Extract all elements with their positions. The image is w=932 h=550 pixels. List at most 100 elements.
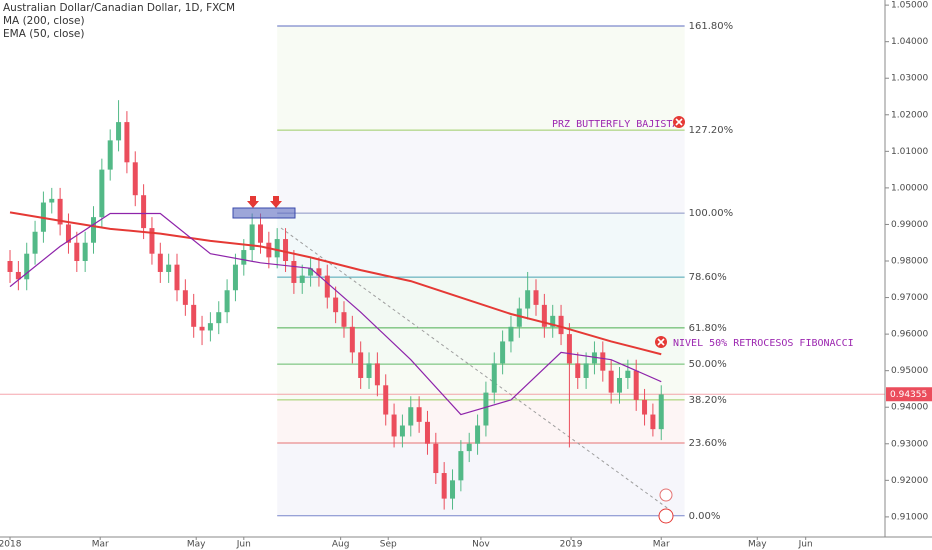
- candle-body: [617, 377, 622, 393]
- candle-body: [399, 425, 405, 437]
- fib-band: [277, 443, 685, 516]
- fibonacci: 161.80% 127.20% 100.00% 78.60% 61.80% 50.00% 3…: [277, 21, 733, 522]
- x-tick-label: Aug: [332, 540, 350, 550]
- candle-body: [424, 421, 430, 444]
- candle-body: [358, 352, 364, 378]
- candle-body: [575, 363, 581, 378]
- fib-label: 161.80%: [689, 21, 734, 32]
- last-price-label: 0.94355: [890, 390, 927, 400]
- trend-line: [280, 227, 671, 511]
- candle-body: [441, 473, 447, 499]
- candle-body: [232, 264, 238, 291]
- candle-body: [174, 264, 180, 291]
- candle-body: [82, 242, 88, 262]
- candle-body: [333, 297, 339, 313]
- chart-title: Australian Dollar/Canadian Dollar, 1D, F…: [3, 2, 235, 14]
- candle-body: [65, 224, 71, 243]
- fib-label: 78.60%: [689, 272, 727, 283]
- candle-body: [191, 304, 197, 327]
- indicator-line: [9, 211, 662, 356]
- candle-body: [558, 315, 564, 335]
- y-tick-label: 0.92000: [891, 476, 928, 486]
- x-tick-label: May: [187, 540, 206, 550]
- y-tick-label: 0.98000: [891, 257, 928, 267]
- highlight-box: [232, 207, 296, 219]
- candle-body: [483, 392, 489, 426]
- candle-body: [141, 195, 147, 229]
- y-tick-label: 0.91000: [891, 512, 928, 522]
- candle-body: [283, 239, 289, 262]
- annotation: NIVEL 50% RETROCESOS FIBONACCI: [673, 338, 854, 349]
- y-tick-label: 0.99000: [891, 220, 928, 230]
- plot: [0, 100, 885, 510]
- indicator-label: EMA (50, close): [3, 28, 85, 40]
- candle-body: [241, 250, 247, 265]
- y-tick-label: 0.93000: [891, 439, 928, 449]
- x-tick-label: Jun: [798, 540, 813, 550]
- fib-label: 100.00%: [689, 208, 734, 219]
- indicator-label: MA (200, close): [3, 15, 85, 27]
- x-tick-label: Nov: [472, 540, 490, 550]
- fib-label: 23.60%: [689, 438, 727, 449]
- x-icon: [673, 116, 685, 128]
- candle-body: [216, 312, 222, 324]
- x-tick-label: 2019: [560, 540, 583, 550]
- candle-body: [308, 268, 314, 276]
- y-tick-label: 1.01000: [891, 147, 928, 157]
- candle-body: [116, 122, 122, 141]
- candle-body: [566, 334, 572, 364]
- candle-body: [91, 217, 97, 243]
- candle-body: [291, 261, 297, 283]
- candle-body: [583, 363, 589, 378]
- fib-label: 0.00%: [689, 511, 721, 522]
- candle-body: [508, 326, 514, 342]
- fib-band: [277, 277, 685, 328]
- candle-body: [107, 140, 113, 170]
- candle-body: [650, 414, 656, 430]
- candle-body: [7, 261, 13, 272]
- candle-body: [608, 370, 614, 393]
- candle-body: [383, 385, 389, 415]
- candle-body: [124, 122, 130, 163]
- candle-body: [274, 239, 280, 258]
- y-tick-label: 1.00000: [891, 183, 928, 193]
- candle-body: [24, 253, 30, 280]
- candle-body: [15, 271, 21, 280]
- candle-body: [199, 326, 205, 331]
- candle-body: [316, 268, 322, 276]
- candle-body: [525, 290, 531, 309]
- candle-body: [49, 198, 55, 203]
- candle-body: [533, 290, 539, 305]
- y-tick-label: 1.04000: [891, 37, 928, 47]
- candle-body: [166, 264, 172, 272]
- y-tick-label: 0.94000: [891, 403, 928, 413]
- candle-body: [516, 308, 522, 327]
- candle-body: [475, 425, 481, 444]
- x-tick-label: Jun: [236, 540, 251, 550]
- candle-body: [57, 198, 63, 225]
- fib-label: 127.20%: [689, 125, 734, 136]
- y-tick-label: 0.95000: [891, 366, 928, 376]
- fib-band: [277, 25, 685, 131]
- candle-body: [433, 443, 439, 474]
- annotation: PRZ BUTTERFLY BAJISTA: [552, 119, 678, 130]
- candle-body: [299, 275, 305, 283]
- candle-body: [391, 414, 397, 437]
- candle-body: [591, 352, 597, 364]
- x-tick-label: Mar: [653, 540, 670, 550]
- candle-body: [500, 341, 506, 364]
- candle-body: [658, 394, 664, 430]
- candle-body: [600, 352, 606, 371]
- candle-body: [132, 162, 138, 196]
- indicator-line: [9, 212, 662, 416]
- fib-label: 38.20%: [689, 395, 727, 406]
- fib-band: [277, 327, 685, 365]
- x-tick-label: 2018: [0, 540, 22, 550]
- candle-body: [207, 323, 213, 331]
- fib-band: [277, 213, 685, 278]
- candle-body: [633, 370, 639, 400]
- last-price-tag: [886, 387, 932, 402]
- arrows: [247, 196, 282, 208]
- fib-label: 50.00%: [689, 359, 727, 370]
